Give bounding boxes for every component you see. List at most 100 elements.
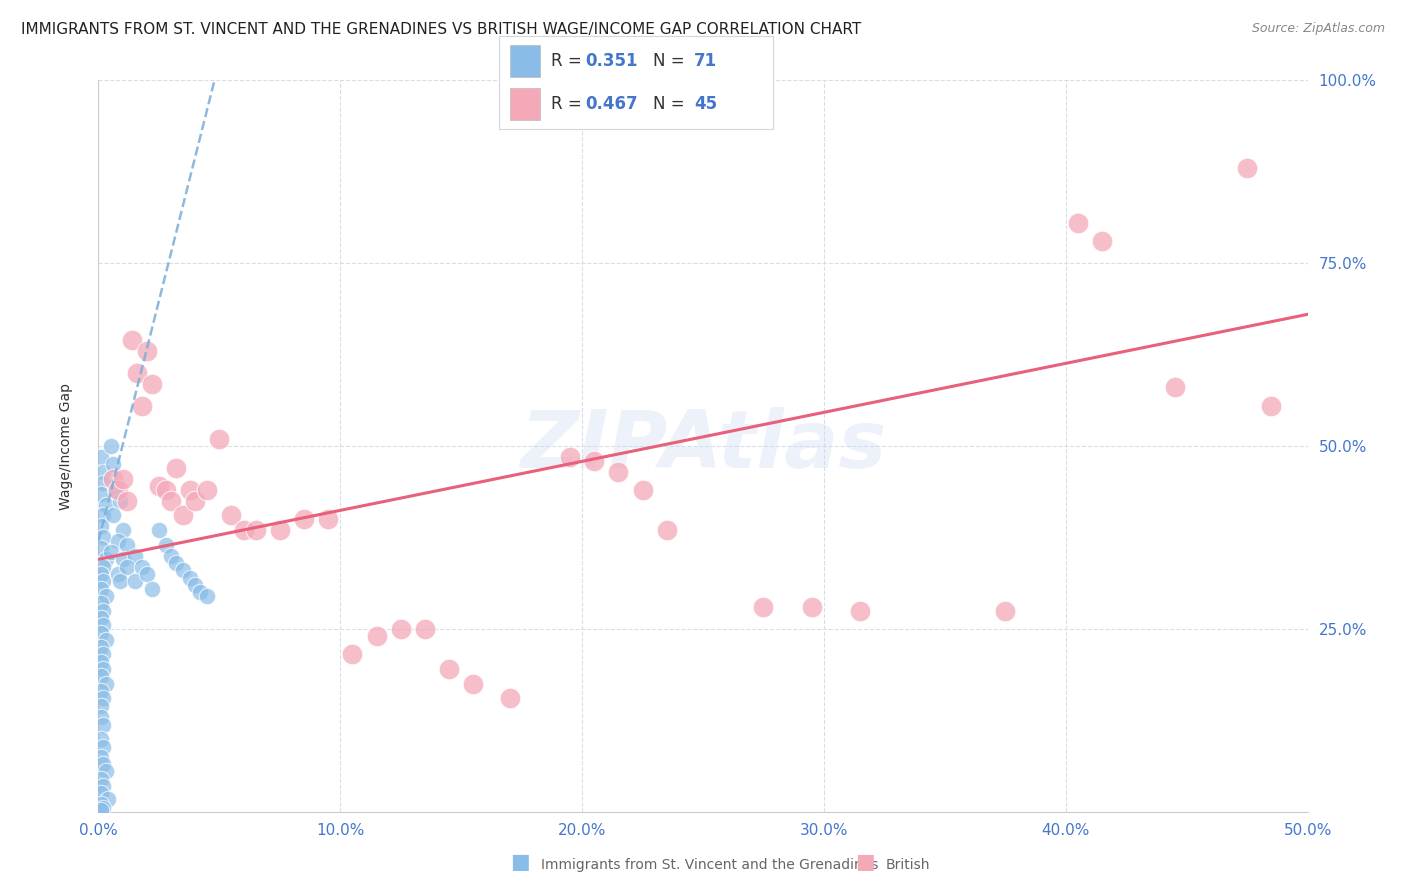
Point — [221, 508, 243, 523]
Point — [90, 625, 112, 640]
Point — [91, 757, 114, 772]
Point — [90, 541, 112, 556]
Point — [184, 578, 207, 592]
Point — [121, 333, 143, 347]
Point — [463, 676, 485, 690]
Point — [292, 512, 315, 526]
Point — [607, 465, 630, 479]
Point — [165, 461, 187, 475]
Point — [90, 731, 112, 746]
Point — [437, 662, 460, 676]
Point — [124, 549, 146, 563]
Point — [90, 669, 112, 683]
Point — [104, 483, 127, 497]
Point — [100, 545, 122, 559]
Point — [108, 574, 131, 589]
Point — [135, 343, 157, 358]
Point — [90, 611, 112, 625]
Point — [111, 552, 134, 566]
Point — [91, 648, 114, 662]
Point — [94, 632, 117, 647]
Point — [90, 749, 112, 764]
Point — [498, 691, 520, 706]
Point — [1091, 234, 1114, 248]
Point — [117, 538, 139, 552]
Point — [179, 483, 201, 497]
Point — [141, 582, 163, 596]
Text: R =: R = — [551, 52, 588, 70]
Point — [91, 691, 114, 706]
Point — [583, 453, 606, 467]
Point — [107, 534, 129, 549]
Point — [94, 498, 117, 512]
Point — [366, 629, 388, 643]
Point — [90, 450, 112, 464]
Point — [100, 439, 122, 453]
Point — [994, 603, 1017, 617]
Point — [316, 512, 339, 526]
Text: British: British — [886, 858, 931, 872]
Text: R =: R = — [551, 95, 588, 113]
Point — [188, 585, 211, 599]
Point — [91, 740, 114, 755]
Text: IMMIGRANTS FROM ST. VINCENT AND THE GRENADINES VS BRITISH WAGE/INCOME GAP CORREL: IMMIGRANTS FROM ST. VINCENT AND THE GREN… — [21, 22, 862, 37]
Point — [148, 479, 170, 493]
Text: ■: ■ — [855, 853, 875, 872]
Point — [141, 376, 163, 391]
Point — [1260, 399, 1282, 413]
Point — [172, 563, 194, 577]
Point — [195, 483, 218, 497]
Point — [90, 582, 112, 596]
Point — [135, 567, 157, 582]
Point — [127, 366, 149, 380]
Point — [90, 567, 112, 582]
Point — [91, 508, 114, 523]
Point — [91, 465, 114, 479]
Point — [91, 779, 114, 793]
Point — [90, 655, 112, 669]
Point — [413, 622, 436, 636]
Point — [269, 523, 291, 537]
Text: N =: N = — [652, 52, 689, 70]
FancyBboxPatch shape — [510, 88, 540, 120]
Point — [101, 508, 124, 523]
Point — [631, 483, 654, 497]
Point — [752, 599, 775, 614]
Point — [108, 494, 131, 508]
Point — [155, 483, 177, 497]
Point — [90, 486, 112, 500]
Point — [165, 556, 187, 570]
Text: N =: N = — [652, 95, 689, 113]
Point — [111, 472, 134, 486]
Point — [155, 538, 177, 552]
Point — [131, 559, 153, 574]
Point — [117, 494, 139, 508]
Y-axis label: Wage/Income Gap: Wage/Income Gap — [59, 383, 73, 509]
Point — [245, 523, 267, 537]
Point — [101, 458, 124, 472]
Text: 0.467: 0.467 — [585, 95, 638, 113]
Point — [124, 574, 146, 589]
Text: 0.351: 0.351 — [585, 52, 638, 70]
Text: 45: 45 — [693, 95, 717, 113]
Point — [91, 559, 114, 574]
Point — [208, 432, 231, 446]
Point — [389, 622, 412, 636]
Point — [91, 662, 114, 676]
Point — [94, 676, 117, 690]
Point — [90, 596, 112, 610]
Point — [91, 603, 114, 617]
Point — [558, 450, 581, 464]
Point — [172, 508, 194, 523]
Point — [232, 523, 254, 537]
Point — [90, 709, 112, 723]
Point — [655, 523, 678, 537]
Point — [90, 684, 112, 698]
Point — [101, 472, 124, 486]
Point — [91, 801, 114, 815]
Point — [107, 483, 129, 497]
Point — [160, 549, 183, 563]
Point — [179, 571, 201, 585]
Point — [1163, 380, 1185, 394]
Point — [91, 618, 114, 632]
